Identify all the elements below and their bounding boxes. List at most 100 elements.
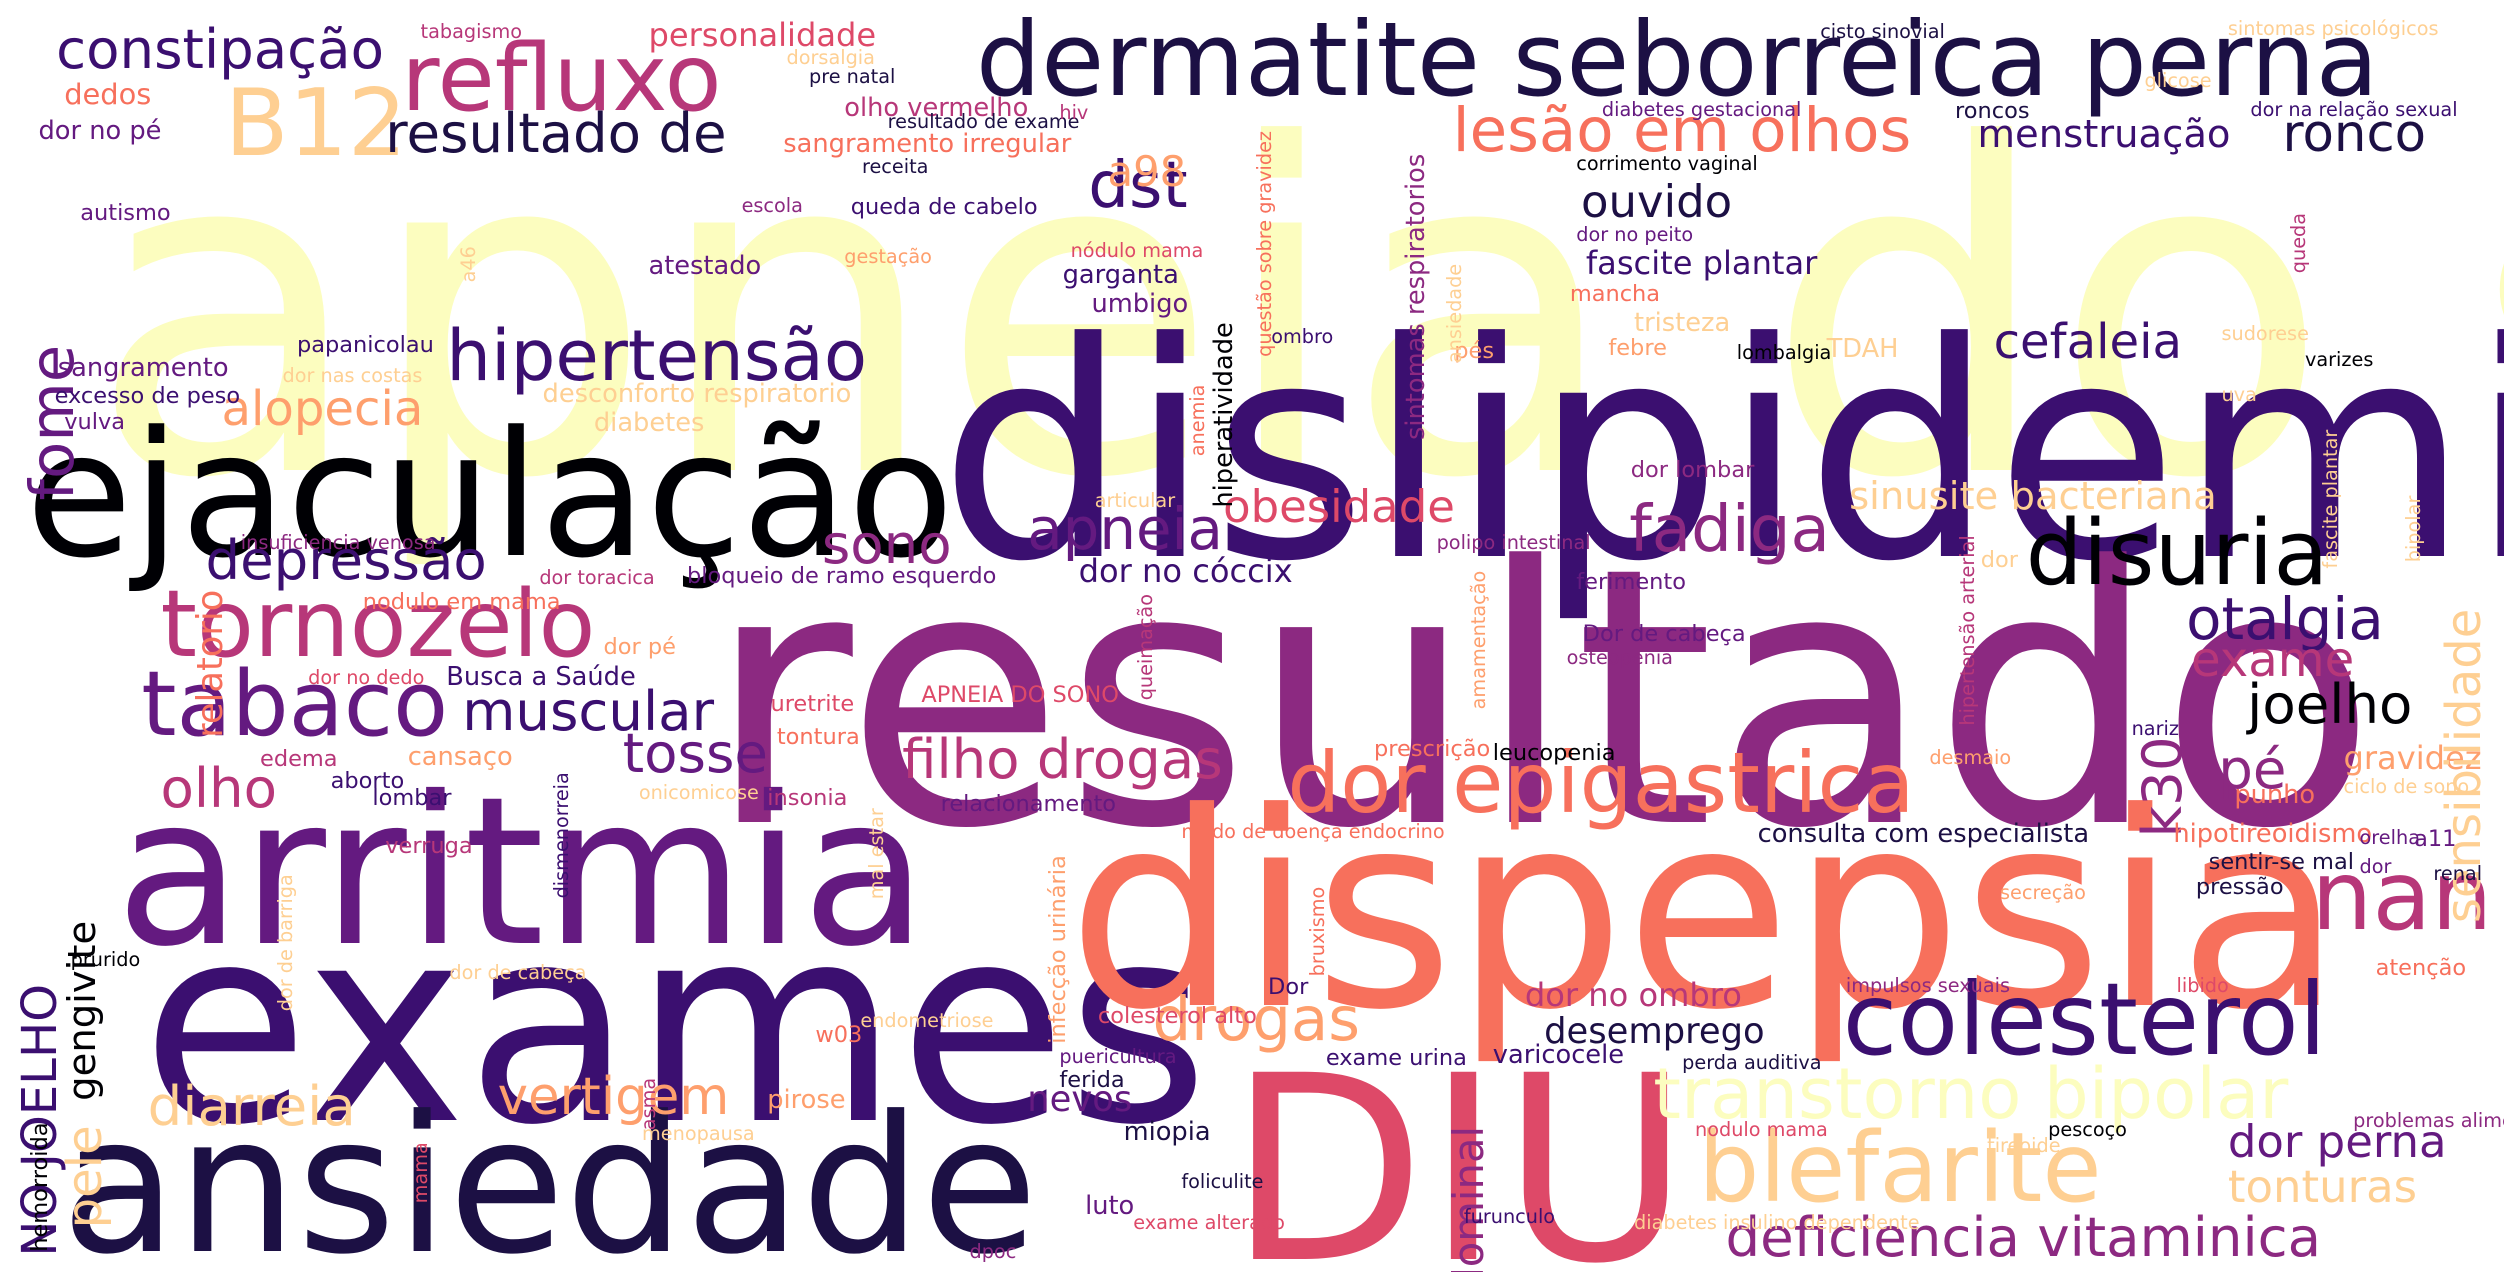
cloud-word: luto	[1085, 1191, 1135, 1222]
cloud-word: apneia do sono	[88, 50, 2504, 578]
cloud-word: ronco	[2282, 104, 2427, 165]
cloud-word: sangramento irregular	[783, 128, 1072, 159]
cloud-word: dor	[1980, 546, 2018, 573]
cloud-word: tristeza	[1634, 308, 1731, 339]
cloud-word: nódulo mama	[1070, 238, 1204, 262]
cloud-word: dor epigastrica	[1287, 734, 1915, 832]
cloud-word: pele	[56, 1124, 113, 1228]
cloud-word: dor pé	[603, 633, 676, 660]
cloud-word: mal estar	[864, 807, 888, 899]
cloud-word: depressão	[205, 527, 487, 592]
cloud-word: obesidade	[1223, 479, 1455, 533]
cloud-word: polipo intestinal	[1436, 530, 1591, 554]
cloud-word: verruga	[385, 832, 473, 859]
cloud-word: dor lombar	[1630, 457, 1755, 484]
cloud-word: edema	[260, 745, 338, 772]
cloud-word: articular	[1094, 489, 1176, 513]
cloud-word: dor toracica	[539, 566, 655, 590]
cloud-word: perda auditiva	[1682, 1050, 1822, 1074]
cloud-word: nevos	[1027, 1078, 1133, 1120]
cloud-word: ansiedade	[60, 1075, 1038, 1272]
cloud-word: personalidade	[648, 16, 877, 55]
cloud-word: garganta	[1062, 260, 1179, 291]
cloud-word: lombar	[372, 784, 452, 811]
cloud-word: pescoço	[2048, 1118, 2127, 1142]
cloud-word: varicocele	[1492, 1040, 1625, 1071]
cloud-word: endometriose	[860, 1009, 994, 1033]
cloud-word: desemprego	[1544, 1011, 1765, 1053]
cloud-word: papanicolau	[296, 331, 434, 358]
cloud-word: diabetes	[593, 407, 705, 438]
cloud-word: tornozelo	[160, 569, 596, 678]
cloud-word: sintomas psicológicos	[2227, 17, 2439, 41]
cloud-word: ferida	[1059, 1067, 1125, 1093]
cloud-word: excesso de peso	[54, 383, 241, 410]
cloud-word: medo de doença endocrino	[1181, 819, 1445, 843]
cloud-word: TDAH	[1826, 334, 1899, 365]
cloud-word: sentir-se mal	[2208, 848, 2354, 875]
cloud-word: consulta com especialista	[1757, 818, 2090, 849]
cloud-word: bloqueio de ramo esquerdo	[686, 563, 997, 589]
cloud-word: dor no dedo	[308, 665, 425, 689]
cloud-word: amamentação	[1466, 570, 1490, 710]
cloud-word: dismenorreia	[550, 772, 574, 899]
cloud-word: drogas	[1152, 983, 1361, 1055]
cloud-word: fascite plantar	[1585, 244, 1818, 283]
cloud-word: sinusite bacteriana	[1849, 474, 2217, 520]
cloud-word: miopia	[1123, 1117, 1211, 1148]
cloud-word: queda de cabelo	[850, 193, 1038, 220]
cloud-word: ejaculação	[25, 394, 954, 597]
cloud-word: joelho	[2247, 672, 2413, 737]
cloud-word: diabetes gestacional	[1601, 97, 1802, 121]
cloud-word: ciclo de sono	[2343, 774, 2470, 798]
cloud-word: a98	[1107, 146, 1187, 196]
cloud-word: queda	[2286, 212, 2310, 273]
cloud-word: escola	[741, 193, 803, 217]
cloud-word: hemorroida	[26, 1122, 53, 1252]
cloud-word: pés	[1454, 338, 1495, 365]
cloud-word: resultado	[706, 491, 2377, 907]
cloud-word: vulva	[64, 408, 126, 435]
cloud-word: muscular	[462, 678, 715, 743]
cloud-word: relatorio	[189, 590, 231, 739]
cloud-word: cansaço	[407, 741, 513, 772]
cloud-word: blefarite	[1698, 1112, 2102, 1225]
cloud-word: nodulo em mama	[362, 588, 561, 615]
cloud-word: puericultura	[1059, 1044, 1177, 1068]
cloud-word: osteopenia	[1566, 646, 1673, 670]
cloud-word: alopecia	[221, 381, 424, 438]
cloud-word: deficiencia vitaminica	[1725, 1205, 2322, 1270]
cloud-word: colesterol	[1842, 963, 2327, 1079]
cloud-word: autismo	[80, 200, 171, 227]
cloud-word: dor no ombro	[1524, 976, 1742, 1015]
cloud-word: aborto	[330, 768, 405, 795]
cloud-word: infecção urinária	[1044, 854, 1071, 1044]
cloud-word: uva	[2221, 383, 2257, 407]
cloud-word: dor nas costas	[282, 363, 423, 387]
cloud-word: dislipidemia	[939, 279, 2504, 627]
cloud-word: nodulo mama	[1695, 1118, 1828, 1142]
cloud-word: relacionamento	[940, 790, 1117, 817]
cloud-word: pé	[2218, 736, 2287, 801]
cloud-word: dor de barriga	[274, 874, 298, 1012]
cloud-word: a11	[2414, 826, 2457, 853]
cloud-word: resultado de	[385, 100, 727, 165]
cloud-word: ferimento	[1576, 569, 1686, 596]
cloud-word: dor no peito	[1576, 222, 1694, 246]
cloud-word: dispepsia	[1067, 755, 2343, 1070]
cloud-word: gravidez	[2343, 738, 2482, 777]
cloud-word: secreção	[1999, 880, 2086, 904]
cloud-word: DIU	[1227, 1021, 1690, 1272]
cloud-word: impulsos sexuais	[1845, 973, 2011, 997]
cloud-word: bruxismo	[1306, 886, 1330, 976]
cloud-word: tireoide	[1987, 1134, 2061, 1158]
cloud-word: libido	[2176, 973, 2229, 997]
cloud-word: vertigem	[497, 1067, 730, 1128]
cloud-word: nan	[2311, 839, 2493, 952]
cloud-word: foliculite	[1181, 1169, 1264, 1193]
cloud-word: B12	[224, 69, 407, 178]
cloud-word: fadiga	[1629, 491, 1830, 567]
cloud-word: menopausa	[642, 1121, 755, 1145]
cloud-word: colesterol alto	[1097, 1002, 1257, 1029]
